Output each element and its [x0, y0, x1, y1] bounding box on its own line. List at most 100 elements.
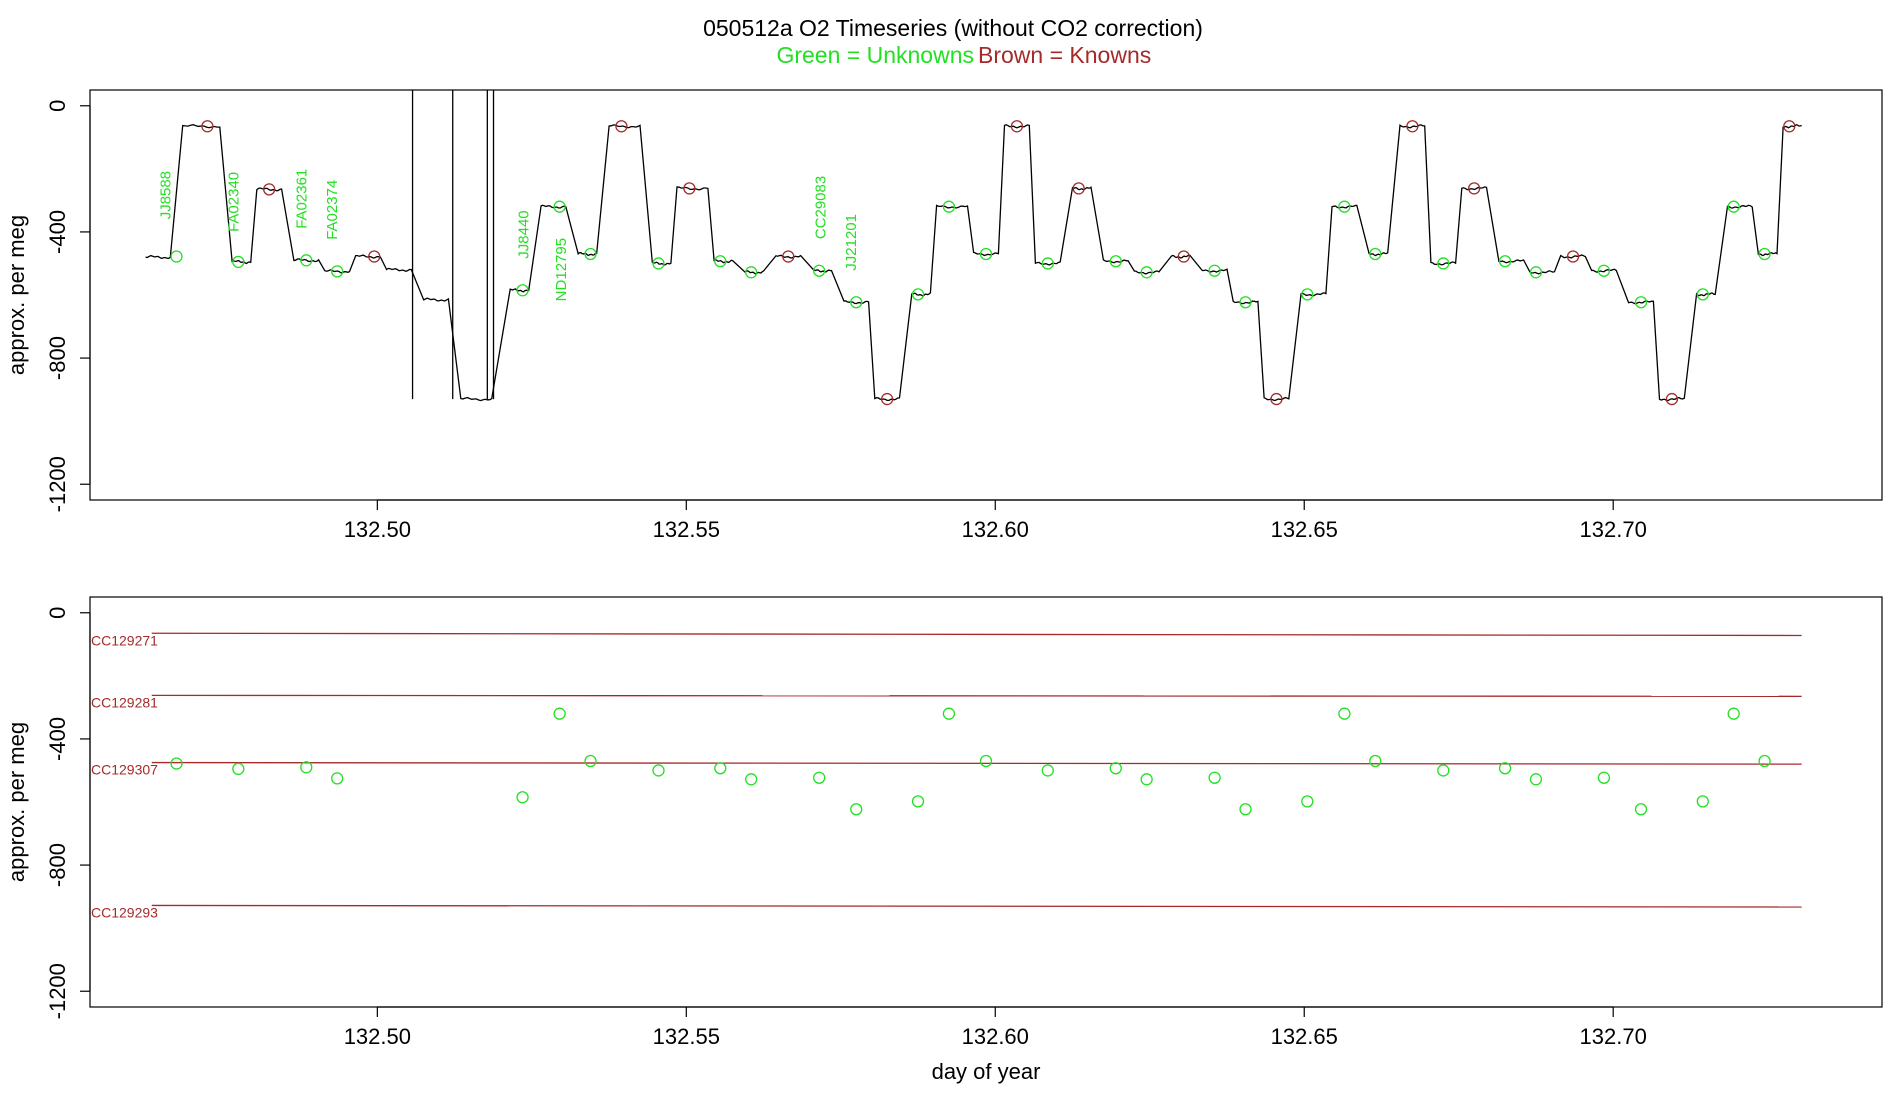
- known-point: [201, 120, 214, 133]
- summary-panel: 132.50 132.55 132.60 132.65 132.70 0 -400 -800 -…: [4, 596, 1883, 1084]
- known-point: [1406, 120, 1419, 133]
- reference-line: [151, 694, 1802, 697]
- reference-line-label: CC129307: [91, 762, 158, 778]
- x-tick-label: 132.70: [1580, 1024, 1647, 1049]
- unknown-point: [170, 250, 183, 263]
- y-tick-label: -800: [45, 843, 70, 887]
- unknown-point: [1437, 257, 1450, 270]
- unknown-point: [745, 266, 758, 279]
- x-tick-label: 132.60: [962, 1024, 1029, 1049]
- unknown-point: [745, 773, 758, 786]
- x-tick-label: 132.50: [344, 517, 411, 542]
- unknown-point: [1338, 200, 1351, 213]
- unknown-point: [1301, 795, 1314, 808]
- unknown-point: [1529, 266, 1543, 279]
- unknown-point: [1239, 803, 1252, 816]
- unknown-point: [1208, 771, 1221, 784]
- unknown-point: [652, 257, 665, 270]
- figure-title: 050512a O2 Timeseries (without CO2 corre…: [703, 15, 1203, 41]
- known-point: [880, 392, 894, 406]
- unknown-point: [1239, 296, 1252, 309]
- known-point: [1177, 250, 1190, 263]
- reference-line-label: CC129281: [91, 694, 158, 710]
- unknown-point: [232, 255, 245, 269]
- plot-area: [151, 632, 1802, 908]
- unknown-point: [300, 254, 313, 267]
- plot-frame: [89, 596, 1883, 1008]
- unknown-point: [1498, 762, 1512, 775]
- unknown-point: [232, 762, 245, 776]
- timeseries-panel: 132.50 132.55 132.60 132.65 132.70 0 -400 -800 -…: [4, 89, 1883, 542]
- plot-area: [145, 90, 1802, 406]
- sample-annotation: JJ21201: [843, 214, 860, 271]
- y-axis-label: approx. per meg: [4, 722, 29, 882]
- x-tick-label: 132.55: [653, 1024, 720, 1049]
- unknown-point: [1529, 773, 1543, 786]
- known-point: [1270, 392, 1283, 406]
- sample-annotation: FA02374: [324, 180, 341, 240]
- unknown-point: [850, 296, 863, 309]
- unknown-point: [979, 247, 993, 261]
- unknown-point: [1758, 754, 1771, 768]
- known-point: [1468, 182, 1481, 195]
- reference-line: [151, 632, 1802, 637]
- unknown-point: [1634, 803, 1648, 816]
- known-point: [1783, 120, 1796, 133]
- unknown-point: [1696, 795, 1709, 808]
- unknown-point: [1597, 771, 1611, 784]
- unknown-point: [1338, 707, 1351, 720]
- unknown-point: [170, 757, 183, 770]
- unknown-point: [331, 265, 344, 278]
- y-tick-label: -800: [45, 336, 70, 380]
- unknown-point: [584, 754, 597, 768]
- known-point: [615, 120, 628, 133]
- x-tick-label: 132.50: [344, 1024, 411, 1049]
- sample-annotation: JJ8440: [516, 210, 533, 258]
- reference-line-label: CC129271: [91, 632, 158, 648]
- x-tick-label: 132.65: [1271, 517, 1338, 542]
- known-point: [683, 182, 696, 195]
- sample-annotation: FA02340: [225, 172, 242, 232]
- unknown-point: [1498, 255, 1512, 268]
- unknown-point: [714, 255, 727, 268]
- sample-annotation: ND12795: [553, 238, 570, 301]
- unknown-point: [1369, 247, 1382, 261]
- unknown-point: [1109, 762, 1122, 775]
- x-axis-label: day of year: [932, 1059, 1041, 1084]
- unknown-point: [1140, 266, 1153, 279]
- unknown-point: [714, 762, 727, 775]
- y-tick-label: -1200: [45, 456, 70, 512]
- known-point: [1010, 120, 1024, 133]
- unknown-point: [1727, 707, 1740, 720]
- unknown-point: [1369, 754, 1382, 768]
- unknown-point: [1758, 247, 1771, 261]
- x-tick-label: 132.65: [1271, 1024, 1338, 1049]
- unknown-point: [1208, 264, 1221, 277]
- unknown-point: [553, 707, 566, 720]
- known-point: [368, 250, 381, 263]
- sample-annotation: FA02361: [293, 169, 310, 229]
- x-tick-label: 132.70: [1580, 517, 1647, 542]
- y-tick-label: 0: [45, 607, 70, 619]
- unknown-point: [942, 200, 956, 213]
- x-tick-label: 132.55: [653, 517, 720, 542]
- unknown-point: [553, 200, 566, 213]
- unknown-point: [911, 288, 925, 301]
- unknown-point: [1041, 257, 1054, 270]
- unknown-point: [1041, 764, 1054, 777]
- known-point: [1072, 182, 1085, 195]
- unknown-point: [331, 772, 344, 785]
- sample-annotation: CC29083: [812, 176, 829, 239]
- unknown-point: [813, 264, 826, 277]
- unknown-point: [516, 791, 529, 804]
- legend-knowns: Brown = Knowns: [978, 42, 1151, 68]
- legend-unknowns: Green = Unknowns: [776, 42, 974, 68]
- reference-line: [151, 761, 1802, 765]
- unknown-point: [1597, 264, 1611, 277]
- unknown-point: [1109, 255, 1122, 268]
- unknown-point: [1437, 764, 1450, 777]
- y-axis-label: approx. per meg: [4, 215, 29, 375]
- y-tick-label: -1200: [45, 963, 70, 1019]
- reference-line: [151, 904, 1802, 908]
